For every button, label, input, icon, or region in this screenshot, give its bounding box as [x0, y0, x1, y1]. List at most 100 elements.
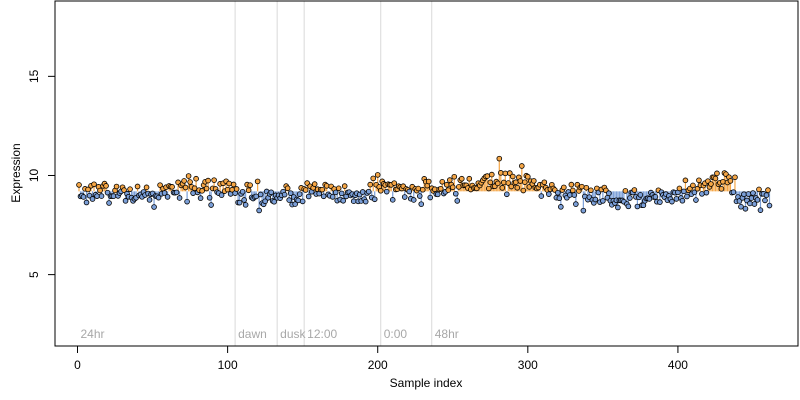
x-tick-label: 400 — [668, 358, 688, 372]
data-point — [765, 187, 771, 193]
data-point — [89, 196, 96, 202]
data-point — [541, 179, 548, 186]
segment-boundaries — [234, 1, 433, 346]
data-point — [681, 188, 687, 195]
data-point — [684, 193, 690, 200]
data-point — [199, 188, 205, 194]
data-point — [514, 184, 521, 191]
data-point — [416, 193, 423, 199]
data-point — [371, 196, 378, 203]
data-point — [320, 193, 327, 200]
data-point — [742, 205, 749, 212]
data-point — [335, 185, 342, 192]
data-point — [302, 187, 309, 193]
data-point — [517, 178, 524, 184]
x-tick-label: 300 — [518, 358, 538, 372]
data-point — [340, 197, 346, 204]
data-point — [682, 177, 689, 184]
data-point — [98, 193, 105, 199]
data-point — [567, 192, 573, 198]
data-point — [121, 187, 127, 193]
data-point — [504, 191, 510, 198]
data-point — [329, 194, 336, 200]
data-point — [600, 198, 606, 204]
data-point — [669, 198, 675, 205]
data-point — [571, 192, 578, 198]
data-point — [693, 197, 699, 203]
data-point — [673, 196, 680, 202]
segment-label: 48hr — [435, 327, 459, 341]
data-point — [712, 175, 719, 182]
data-point — [164, 194, 171, 200]
y-tick-label: 10 — [27, 168, 41, 182]
data-point — [94, 193, 100, 199]
data-point — [446, 177, 453, 183]
data-point — [406, 188, 413, 195]
data-point — [211, 177, 217, 183]
data-point — [110, 193, 117, 199]
data-point — [690, 182, 696, 189]
data-point — [487, 179, 494, 186]
data-point — [425, 178, 432, 185]
data-point — [538, 193, 545, 199]
data-point — [224, 186, 231, 193]
data-point — [169, 184, 175, 190]
data-point — [247, 182, 253, 188]
data-point — [236, 199, 243, 206]
data-point — [727, 178, 734, 184]
data-point — [173, 189, 180, 196]
data-point — [439, 178, 446, 185]
data-point — [146, 197, 153, 203]
data-points — [76, 155, 773, 214]
data-point — [507, 170, 513, 176]
data-point — [525, 173, 531, 180]
data-point — [311, 181, 318, 187]
segment-labels: 24hr dawn dusk 12:00 0:00 48hr — [81, 327, 459, 341]
data-point — [370, 175, 377, 182]
data-point — [415, 185, 422, 192]
data-point — [561, 184, 567, 191]
data-point — [732, 174, 738, 181]
data-point — [522, 179, 528, 185]
data-point — [122, 198, 129, 204]
data-point — [418, 201, 425, 207]
segment-label: 0:00 — [384, 327, 408, 341]
data-point — [505, 180, 512, 186]
data-point — [714, 170, 720, 177]
data-point — [338, 190, 345, 197]
data-point — [485, 185, 492, 192]
data-point — [365, 188, 372, 195]
data-point — [362, 198, 369, 205]
data-point — [161, 190, 168, 196]
segment-label: 12:00 — [307, 327, 337, 341]
data-point — [494, 180, 501, 187]
data-point — [434, 191, 441, 198]
data-point — [299, 198, 306, 205]
data-point — [268, 189, 274, 196]
data-point — [367, 181, 374, 188]
data-point — [233, 186, 240, 192]
data-point — [104, 189, 111, 196]
data-point — [83, 199, 90, 206]
data-point — [558, 204, 564, 210]
data-point — [555, 189, 561, 196]
data-point — [631, 187, 638, 193]
segment-label: dusk — [280, 327, 306, 341]
data-point — [502, 170, 509, 177]
data-point — [703, 189, 710, 196]
data-point — [391, 180, 398, 186]
data-point — [531, 178, 537, 184]
data-point — [206, 195, 213, 201]
data-point — [185, 173, 192, 179]
data-point — [323, 183, 330, 189]
data-point — [484, 173, 491, 179]
data-point — [627, 195, 633, 201]
data-point — [143, 184, 150, 191]
data-point — [763, 192, 770, 198]
data-point — [205, 177, 211, 184]
x-axis: 0 100 200 300 400 — [74, 345, 688, 372]
data-point — [747, 200, 753, 207]
data-point — [445, 187, 452, 193]
data-point — [443, 181, 450, 188]
data-point — [488, 171, 495, 178]
